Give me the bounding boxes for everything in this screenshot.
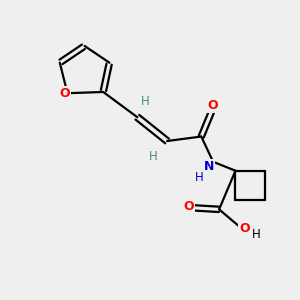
Text: H: H bbox=[149, 150, 158, 163]
Text: H: H bbox=[194, 171, 203, 184]
Text: O: O bbox=[239, 222, 250, 235]
Text: O: O bbox=[60, 87, 70, 100]
Text: H: H bbox=[252, 228, 261, 241]
Text: O: O bbox=[208, 99, 218, 112]
Text: H: H bbox=[141, 95, 150, 108]
Text: O: O bbox=[183, 200, 194, 213]
Text: N: N bbox=[203, 160, 214, 173]
